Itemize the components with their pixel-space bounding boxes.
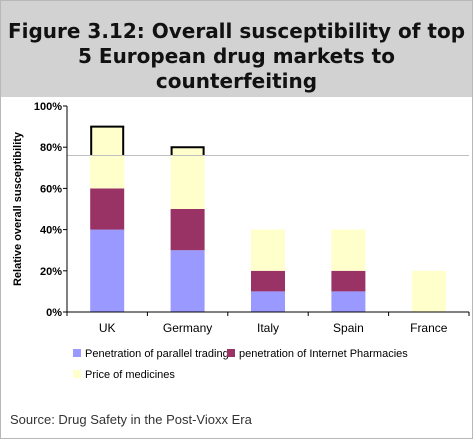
bar-segment — [90, 229, 125, 312]
y-tick-label: 0% — [46, 307, 62, 319]
x-tick-label: Spain — [333, 321, 364, 335]
title-banner: Figure 3.12: Overall susceptibility of t… — [1, 1, 472, 97]
page-title-line: 5 European drug markets to counterfeitin… — [78, 44, 395, 93]
bar-segment — [251, 270, 285, 292]
y-tick-label: 60% — [40, 183, 62, 195]
legend-swatch — [73, 370, 81, 378]
legend-label: Penetration of parallel trading — [85, 348, 229, 360]
x-tick-label: UK — [99, 321, 116, 335]
legend-label: Price of medicines — [85, 369, 175, 381]
y-tick-label: 20% — [40, 266, 62, 278]
x-tick-label: Germany — [163, 321, 212, 335]
bar-segment — [331, 270, 366, 292]
bar-segment — [170, 250, 205, 312]
x-tick-label: Italy — [257, 321, 279, 335]
bar-segment — [251, 229, 285, 271]
bar-segment — [331, 291, 366, 312]
legend-swatch — [227, 349, 235, 357]
bar-segment — [170, 147, 205, 209]
y-tick-label: 80% — [40, 142, 62, 154]
stacked-bar-chart: UK Germany Italy Spain France 0% 20% 40% 60% 80% 1… — [12, 101, 470, 381]
legend-label: penetration of Internet Pharmacies — [239, 348, 408, 360]
page-title-line: Figure 3.12: Overall susceptibility of t… — [7, 19, 466, 43]
bar-segment — [90, 188, 125, 230]
y-tick-label: 100% — [34, 101, 62, 113]
bar-segment — [251, 291, 285, 312]
y-axis-title: Relative overall susceptibility — [12, 131, 24, 286]
bar-segment — [411, 270, 446, 312]
source-note: Source: Drug Safety in the Post-Vioxx Er… — [10, 412, 252, 427]
bar-segment — [90, 126, 125, 189]
legend-swatch — [73, 349, 81, 357]
bar-segment — [170, 209, 205, 251]
bar-segment — [331, 229, 366, 271]
x-tick-label: France — [410, 321, 448, 335]
y-tick-label: 40% — [40, 225, 62, 237]
page-title: Figure 3.12: Overall susceptibility of t… — [1, 19, 472, 94]
